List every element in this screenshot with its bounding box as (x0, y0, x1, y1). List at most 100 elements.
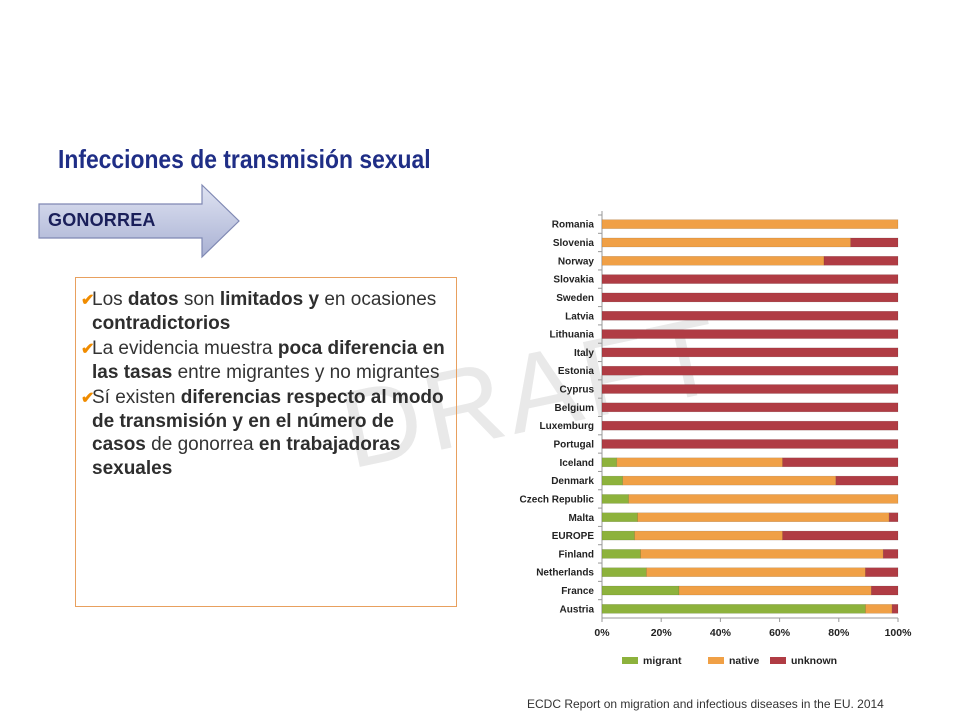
bar-segment-native (634, 530, 783, 541)
arrow-shape-icon (38, 183, 240, 259)
category-label: Luxemburg (540, 421, 594, 432)
legend-label: unknown (791, 655, 837, 667)
category-label: Sweden (556, 293, 594, 304)
bar-segment-unknown (601, 329, 899, 339)
bar-segment-migrant (601, 475, 623, 486)
bullet-bold-text: contradictorios (92, 312, 231, 334)
stacked-bar-chart: Romania Slovenia Norway Slovakia Sweden Latvi… (520, 211, 913, 667)
category-label: Netherlands (536, 568, 594, 579)
bullet-text: en ocasiones (319, 289, 437, 310)
bar-segment-unknown (823, 256, 899, 266)
legend-swatch (770, 657, 786, 664)
bar-segment-migrant (601, 512, 638, 522)
bar-segment-native (637, 512, 890, 522)
bullet-item: ✔ La evidencia muestra poca diferencia en… (81, 337, 448, 384)
bar-segment-native (601, 237, 851, 248)
category-label: EUROPE (552, 531, 595, 542)
bar-segment-unknown (871, 585, 899, 596)
legend-label: migrant (643, 655, 682, 667)
bar-segment-unknown (601, 347, 899, 358)
bar-segment-native (601, 219, 899, 229)
bullet-text: Los (92, 289, 128, 310)
bar-segment-native (622, 475, 837, 486)
x-tick-label: 20% (651, 627, 673, 639)
bar-segment-migrant (601, 549, 641, 559)
category-label: Portugal (553, 439, 594, 450)
bar-segment-unknown (601, 384, 899, 394)
bar-segment-unknown (850, 237, 899, 248)
bar-segment-native (646, 567, 866, 577)
bar-segment-native (640, 549, 884, 559)
category-label: Malta (568, 513, 594, 524)
category-label: Czech Republic (520, 494, 595, 505)
bar-segment-unknown (601, 402, 899, 413)
bullet-text: La evidencia muestra (92, 338, 278, 360)
category-label: Denmark (551, 476, 594, 487)
category-label: Cyprus (560, 385, 595, 396)
category-label: Latvia (565, 311, 594, 322)
x-tick-label: 80% (828, 627, 850, 639)
category-label: Slovakia (553, 275, 594, 286)
category-label: Finland (558, 549, 594, 560)
bar-segment-unknown (601, 292, 899, 303)
bar-segment-unknown (835, 475, 899, 486)
category-label: Belgium (555, 403, 595, 414)
source-citation: ECDC Report on migration and infectious … (527, 697, 884, 711)
bar-segment-native (628, 494, 899, 504)
bar-segment-unknown (782, 457, 899, 468)
category-label: Iceland (560, 458, 594, 469)
bullet-list: ✔ Los datos son limitados y en ocasiones … (81, 288, 448, 482)
bar-segment-unknown (601, 439, 899, 449)
legend-swatch (622, 657, 638, 664)
checkmark-icon: ✔ (81, 292, 95, 309)
bullet-bold-text: datos (127, 289, 179, 310)
bar-segment-unknown (601, 420, 899, 431)
category-label: Romania (552, 220, 595, 231)
legend-label: native (729, 655, 760, 667)
bar-segment-native (601, 256, 825, 266)
legend-swatch (708, 657, 724, 664)
bar-segment-unknown (888, 512, 899, 522)
bullet-bold-text: limitados y (219, 289, 320, 310)
bar-segment-migrant (601, 530, 635, 541)
bar-segment-unknown (601, 274, 899, 284)
bar-segment-migrant (601, 604, 866, 614)
bar-segment-unknown (782, 530, 899, 541)
category-label: Norway (558, 256, 595, 267)
bar-segment-migrant (601, 585, 680, 596)
category-label: Austria (560, 604, 595, 615)
slide-title: Infecciones de transmisión sexual (58, 144, 431, 174)
bar-segment-unknown (882, 549, 899, 559)
x-tick-label: 60% (769, 627, 791, 639)
checkmark-icon: ✔ (81, 390, 95, 408)
category-label: Slovenia (553, 238, 595, 249)
bar-segment-unknown (865, 567, 899, 577)
gonorrea-arrow: GONORREA (36, 182, 242, 260)
bullet-box: ✔ Los datos son limitados y en ocasiones … (75, 277, 457, 607)
bar-segment-migrant (601, 567, 647, 577)
bullet-text: Sí existen (92, 387, 181, 409)
bar-segment-migrant (601, 494, 629, 504)
bullet-text: entre migrantes y no migrantes (172, 361, 440, 383)
bullet-text: son (178, 289, 220, 310)
bar-segment-unknown (891, 604, 899, 614)
bullet-bold-text: diferencias respecto al modo de transmis… (92, 387, 444, 456)
bar-segment-native (865, 604, 893, 614)
bar-segment-unknown (601, 365, 899, 376)
category-label: Italy (574, 348, 594, 359)
bar-segment-migrant (601, 457, 618, 468)
bullet-text: de gonorrea (145, 434, 259, 456)
category-label: Lithuania (550, 330, 595, 341)
bullet-bold-text: en trabajadoras sexuales (92, 434, 401, 479)
bullet-bold-text: poca diferencia en las tasas (92, 338, 445, 383)
category-label: Estonia (558, 366, 595, 377)
bar-segment-unknown (601, 311, 899, 321)
category-label: France (561, 586, 594, 597)
bullet-item: ✔ Sí existen diferencias respecto al modo… (81, 386, 448, 480)
bar-segment-native (678, 585, 872, 596)
x-tick-label: 100% (885, 627, 913, 639)
x-tick-label: 0% (594, 627, 610, 639)
x-tick-label: 40% (710, 627, 732, 639)
bar-segment-native (616, 457, 783, 468)
checkmark-icon: ✔ (81, 341, 95, 359)
